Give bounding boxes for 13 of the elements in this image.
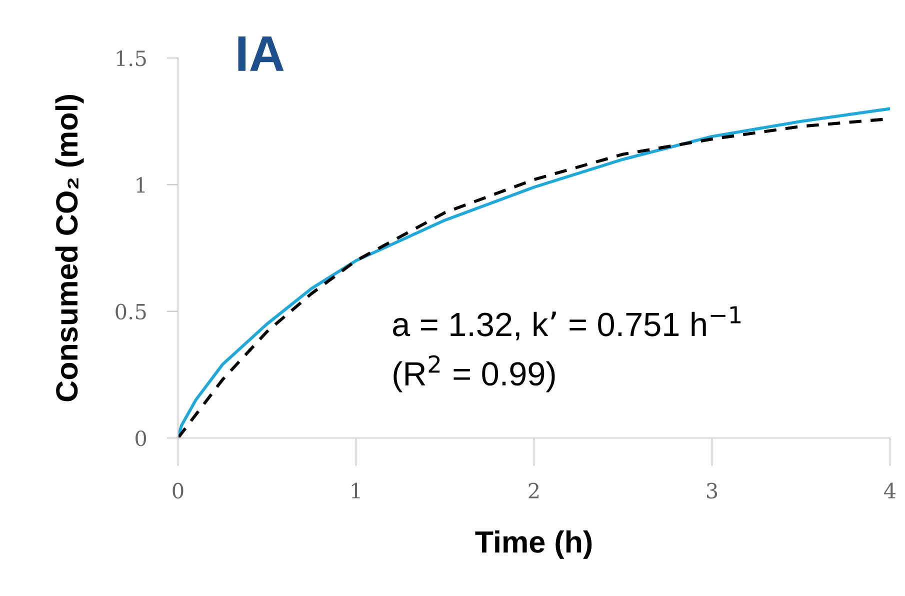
y-tick-label: 1.5: [116, 50, 146, 66]
x-tick-label: 4: [884, 482, 896, 498]
x-axis-title: Time (h): [475, 530, 592, 559]
text: a = 1.32, k’ = 0.751 h$^{−1}$ (R$^{2}$ = 0.99): [393, 306, 741, 392]
y-tick-label: 0.5: [116, 304, 146, 320]
y-tick-label: 0: [136, 430, 146, 446]
x-tick-label: 0: [172, 482, 184, 499]
y-axis-title: Consumed CO₂ (mol): [55, 95, 84, 402]
chart-title: IA: [238, 36, 284, 71]
x-tick-label: 1: [352, 482, 360, 498]
x-tick-label: 2: [528, 482, 539, 498]
y-tick-label: 1: [136, 177, 144, 193]
x-tick-label: 3: [706, 482, 718, 499]
